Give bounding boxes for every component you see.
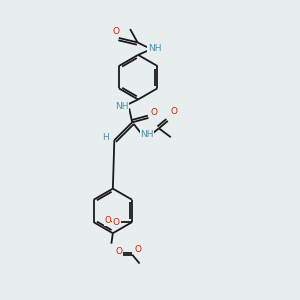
Text: O: O	[104, 216, 111, 225]
Text: H: H	[102, 133, 109, 142]
Text: NH: NH	[148, 44, 161, 53]
Text: NH: NH	[140, 130, 154, 139]
Text: O: O	[112, 27, 119, 36]
Text: O: O	[151, 108, 158, 117]
Text: O: O	[170, 107, 177, 116]
Text: O: O	[112, 218, 119, 226]
Text: NH: NH	[115, 101, 128, 110]
Text: O: O	[135, 245, 142, 254]
Text: O: O	[115, 247, 122, 256]
